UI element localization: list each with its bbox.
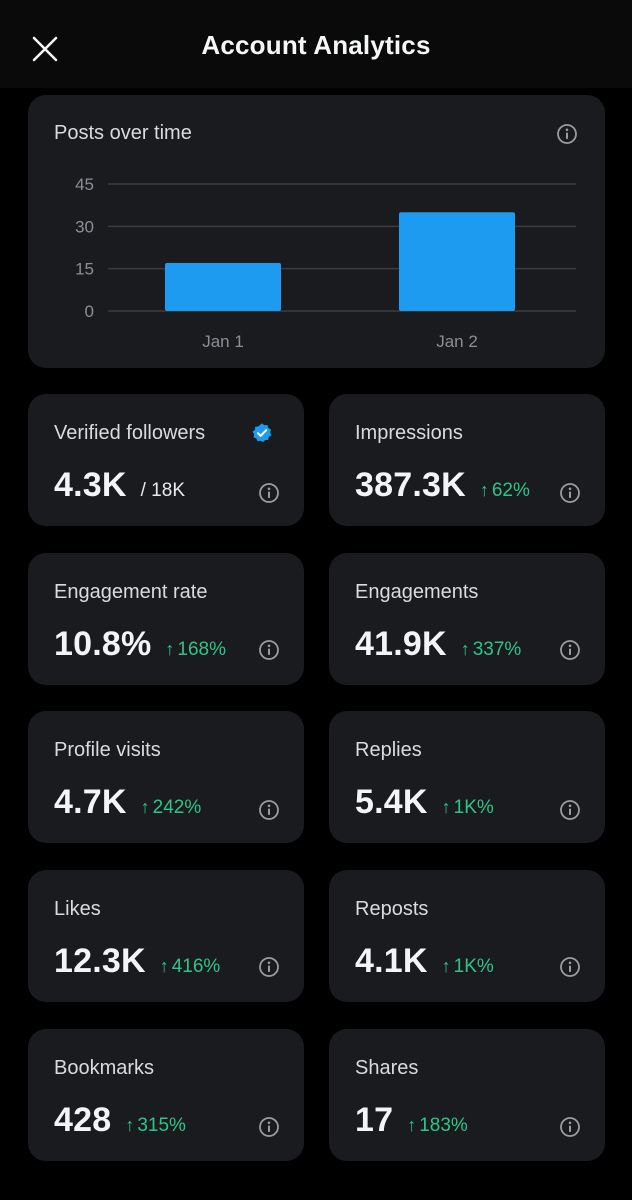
stat-change: ↑ 62% [480, 480, 530, 502]
stat-change-value: 315% [137, 1115, 186, 1136]
stat-change-value: 62% [491, 480, 530, 501]
stat-change: ↑ 416% [160, 956, 221, 978]
info-icon[interactable] [559, 799, 581, 821]
close-button[interactable] [22, 26, 68, 72]
info-icon[interactable] [559, 482, 581, 504]
posts-over-time-card: Posts over time 0 15 30 45 Jan 1 Jan 2 [28, 95, 605, 368]
y-tick-label: 15 [75, 260, 94, 279]
stat-label: Verified followers [54, 422, 206, 444]
verified-badge-icon [252, 423, 272, 443]
stat-value: 4.7K [54, 783, 127, 821]
chart-title: Posts over time [54, 122, 192, 144]
stat-value-row: 428 ↑ 315% [54, 1101, 186, 1140]
info-icon[interactable] [258, 1116, 280, 1138]
stat-label: Bookmarks [54, 1057, 155, 1079]
info-icon[interactable] [258, 799, 280, 821]
stat-value-row: 387.3K ↑ 62% [355, 466, 530, 505]
x-tick-label: Jan 1 [202, 332, 244, 351]
info-icon[interactable] [559, 1116, 581, 1138]
stat-value-row: 5.4K ↑ 1K% [355, 783, 494, 822]
stat-card-profile-visits[interactable]: Profile visits 4.7K ↑ 242% [28, 711, 304, 843]
up-arrow-icon: ↑ [407, 1115, 417, 1135]
stat-value-row: 4.3K / 18K [54, 466, 185, 505]
stat-card-reposts[interactable]: Reposts 4.1K ↑ 1K% [329, 870, 605, 1002]
stat-value: 387.3K [355, 466, 466, 504]
stat-value: 4.1K [355, 942, 428, 980]
stat-change-value: 1K% [453, 797, 494, 818]
stat-value: 428 [54, 1101, 112, 1139]
up-arrow-icon: ↑ [441, 797, 451, 817]
up-arrow-icon: ↑ [140, 797, 150, 817]
stat-total: / 18K [140, 480, 185, 501]
up-arrow-icon: ↑ [460, 639, 470, 659]
info-icon[interactable] [258, 639, 280, 661]
stat-value: 4.3K [54, 466, 127, 504]
stat-value-row: 4.7K ↑ 242% [54, 783, 201, 822]
stat-label: Profile visits [54, 739, 161, 761]
stat-change-value: 183% [419, 1115, 468, 1136]
info-icon[interactable] [258, 956, 280, 978]
stat-label: Reposts [355, 898, 429, 920]
y-tick-label: 0 [85, 302, 94, 321]
stat-change: ↑ 242% [141, 797, 202, 819]
stat-label: Engagements [355, 581, 479, 603]
info-icon[interactable] [559, 956, 581, 978]
up-arrow-icon: ↑ [159, 956, 169, 976]
stat-card-replies[interactable]: Replies 5.4K ↑ 1K% [329, 711, 605, 843]
info-icon[interactable] [559, 639, 581, 661]
stat-change: ↑ 337% [461, 639, 522, 661]
stat-card-impressions[interactable]: Impressions 387.3K ↑ 62% [329, 394, 605, 526]
stat-label: Replies [355, 739, 422, 761]
stat-change-value: 337% [472, 639, 522, 660]
stat-change: ↑ 168% [165, 639, 226, 661]
bar[interactable] [399, 212, 515, 311]
stat-value-row: 10.8% ↑ 168% [54, 625, 226, 664]
up-arrow-icon: ↑ [441, 956, 451, 976]
stat-change-value: 242% [152, 797, 202, 818]
stat-value: 5.4K [355, 783, 428, 821]
stat-change: ↑ 183% [407, 1115, 468, 1137]
stat-value-row: 4.1K ↑ 1K% [355, 942, 494, 981]
stat-label: Likes [54, 898, 101, 920]
x-tick-label: Jan 2 [436, 332, 478, 351]
stat-card-likes[interactable]: Likes 12.3K ↑ 416% [28, 870, 304, 1002]
bar[interactable] [165, 263, 281, 311]
stat-change: ↑ 315% [125, 1115, 186, 1137]
y-tick-label: 45 [75, 175, 94, 194]
stat-value-row: 17 ↑ 183% [355, 1101, 468, 1140]
up-arrow-icon: ↑ [165, 639, 175, 659]
stat-card-shares[interactable]: Shares 17 ↑ 183% [329, 1029, 605, 1161]
stat-label: Impressions [355, 422, 463, 444]
stat-card-verified-followers[interactable]: Verified followers 4.3K / 18K [28, 394, 304, 526]
stat-card-engagement-rate[interactable]: Engagement rate 10.8% ↑ 168% [28, 553, 304, 685]
stat-label: Shares [355, 1057, 419, 1079]
stat-value: 10.8% [54, 625, 152, 663]
stat-label: Engagement rate [54, 581, 208, 603]
stat-value-row: 41.9K ↑ 337% [355, 625, 521, 664]
stat-value: 17 [355, 1101, 394, 1139]
info-icon[interactable] [556, 123, 578, 145]
stat-change-value: 168% [177, 639, 227, 660]
close-icon [32, 36, 58, 62]
stat-card-engagements[interactable]: Engagements 41.9K ↑ 337% [329, 553, 605, 685]
posts-bar-chart: 0 15 30 45 Jan 1 Jan 2 [75, 175, 576, 351]
up-arrow-icon: ↑ [125, 1115, 135, 1135]
top-bar: Account Analytics [0, 0, 632, 88]
stat-change-value: 416% [171, 956, 221, 977]
stat-value-row: 12.3K ↑ 416% [54, 942, 220, 981]
up-arrow-icon: ↑ [479, 480, 489, 500]
page-title: Account Analytics [201, 30, 431, 60]
y-tick-label: 30 [75, 217, 94, 236]
stat-value: 41.9K [355, 625, 447, 663]
info-icon[interactable] [258, 482, 280, 504]
stat-value: 12.3K [54, 942, 146, 980]
stat-change: ↑ 1K% [442, 956, 494, 978]
stat-card-bookmarks[interactable]: Bookmarks 428 ↑ 315% [28, 1029, 304, 1161]
stat-change-value: 1K% [453, 956, 494, 977]
stat-change: ↑ 1K% [442, 797, 494, 819]
